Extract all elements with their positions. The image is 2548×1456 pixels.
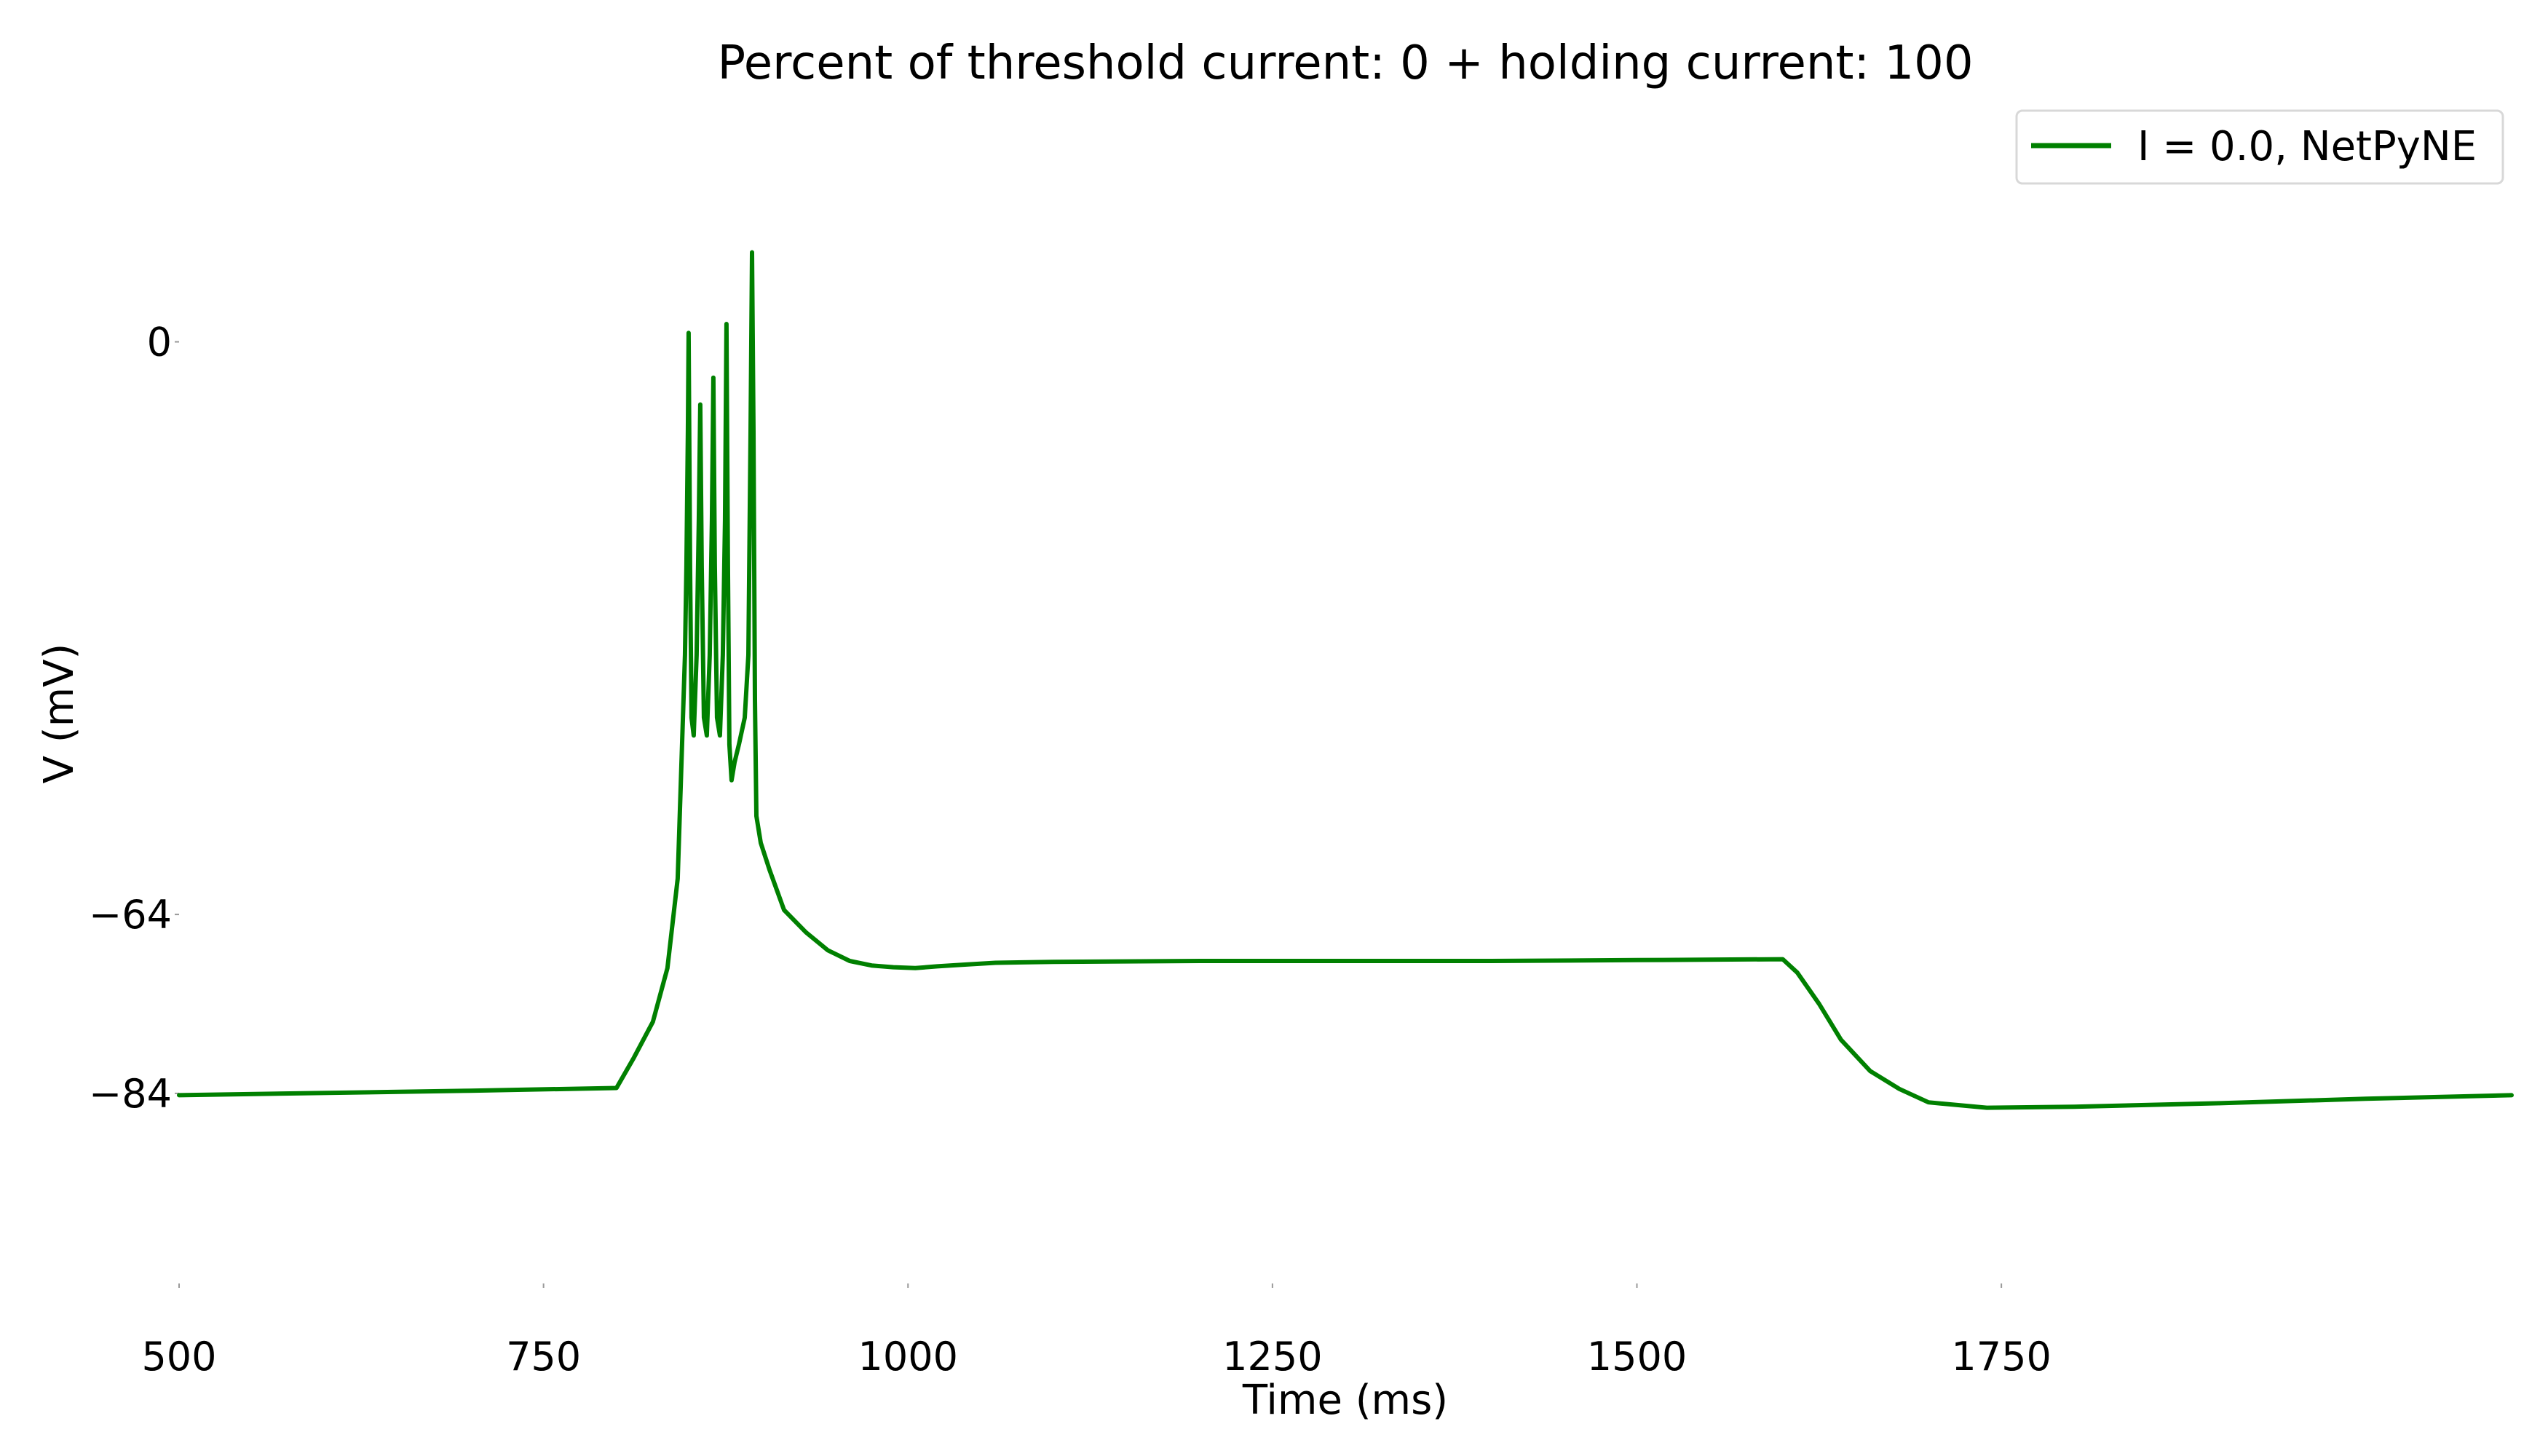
x-tick-label: 1500 xyxy=(1587,1334,1687,1380)
x-axis-ticks: 500 750 1000 1250 1500 1750 xyxy=(141,1283,2052,1380)
x-tick-label: 1000 xyxy=(858,1334,958,1380)
legend: I = 0.0, NetPyNE xyxy=(2015,109,2504,185)
x-tick-label: 500 xyxy=(141,1334,216,1380)
legend-entry-label: I = 0.0, NetPyNE xyxy=(2137,123,2477,170)
x-axis-label: Time (ms) xyxy=(1242,1377,1448,1424)
x-tick-label: 750 xyxy=(506,1334,581,1380)
series-line-0 xyxy=(177,250,2514,1110)
y-axis-label: V (mV) xyxy=(36,644,83,784)
chart-title: Percent of threshold current: 0 + holdin… xyxy=(717,36,1973,90)
legend-box xyxy=(2015,109,2504,185)
y-tick-label: −64 xyxy=(89,892,172,938)
plot-area xyxy=(177,250,2514,1110)
x-tick-label: 1250 xyxy=(1222,1334,1322,1380)
y-axis-ticks: 0 −64 −84 xyxy=(89,320,179,1117)
y-tick-label: 0 xyxy=(147,320,172,365)
x-tick-label: 1750 xyxy=(1951,1334,2051,1380)
y-tick-label: −84 xyxy=(89,1071,172,1117)
